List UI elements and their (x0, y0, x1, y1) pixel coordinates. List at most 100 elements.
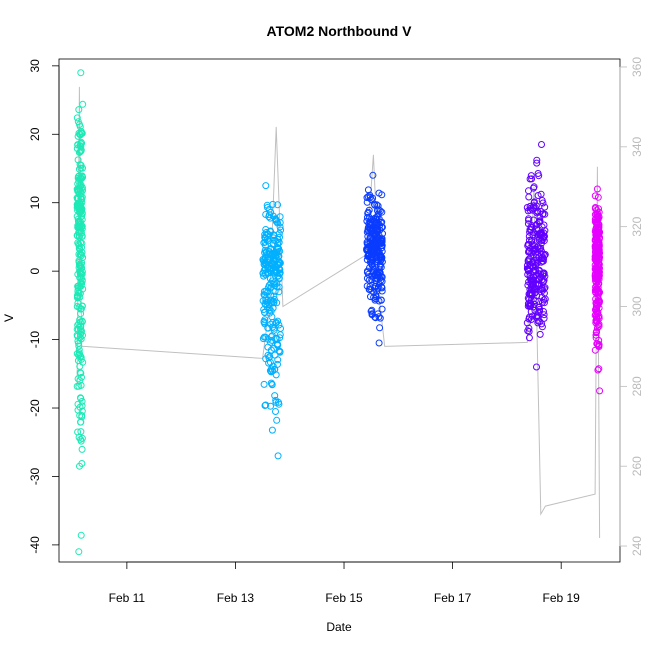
data-point (73, 145, 81, 152)
data-point (540, 237, 548, 245)
data-point (78, 232, 86, 240)
data-point (78, 460, 86, 467)
data-point (266, 309, 274, 317)
data-point (541, 272, 549, 280)
data-point (524, 265, 532, 273)
data-point (533, 159, 541, 167)
data-point (524, 266, 532, 274)
data-point (75, 172, 83, 180)
y-axis-label: V (2, 314, 16, 322)
data-point (76, 262, 84, 270)
data-point (593, 240, 601, 248)
data-point (363, 228, 371, 236)
data-point (267, 307, 275, 315)
data-point (266, 227, 274, 235)
data-point (535, 303, 542, 311)
data-point (268, 299, 276, 307)
data-point (525, 334, 533, 342)
data-point (530, 184, 537, 192)
data-point (537, 273, 544, 281)
data-point (73, 303, 81, 310)
data-point (75, 186, 82, 194)
data-point (595, 208, 603, 216)
data-point (367, 196, 375, 204)
data-point (74, 357, 82, 365)
series-3 (363, 171, 386, 347)
data-point (270, 292, 278, 300)
data-point (268, 332, 276, 340)
data-point (532, 254, 540, 261)
data-point (538, 285, 546, 293)
data-point (78, 318, 86, 325)
data-point (368, 306, 376, 314)
data-point (592, 289, 600, 297)
data-point (527, 316, 535, 323)
data-point (261, 235, 269, 243)
secondary-series-layer (76, 86, 601, 539)
data-point (591, 192, 599, 200)
data-point (365, 276, 373, 284)
data-point (374, 202, 382, 210)
data-point (536, 230, 544, 237)
data-point (78, 210, 86, 218)
data-point (363, 274, 371, 282)
data-point (74, 118, 82, 126)
data-point (524, 207, 532, 215)
data-point (78, 268, 86, 276)
data-point (532, 261, 540, 269)
data-point (78, 183, 86, 191)
data-point (595, 365, 603, 373)
data-point (79, 100, 87, 108)
data-point (377, 263, 385, 271)
data-point (525, 193, 533, 201)
data-point (264, 284, 272, 292)
data-point (377, 237, 385, 245)
data-point (78, 195, 86, 203)
data-point (74, 215, 82, 223)
data-point (264, 204, 271, 211)
data-point (260, 380, 268, 388)
data-point (266, 353, 274, 360)
y2-tick-label: 240 (630, 536, 644, 556)
data-point (271, 392, 279, 400)
data-point (76, 369, 84, 377)
data-point (78, 373, 85, 381)
data-point (371, 201, 379, 209)
data-point (73, 114, 81, 122)
data-point (264, 343, 272, 351)
data-point (262, 182, 270, 190)
data-point (536, 235, 544, 243)
data-point (264, 351, 272, 359)
data-point (538, 223, 546, 231)
data-point (376, 324, 384, 332)
x-tick-label: Feb 15 (325, 591, 363, 605)
data-point (74, 337, 82, 345)
data-point (523, 319, 531, 327)
data-point (76, 270, 84, 278)
y2-tick-label: 300 (630, 296, 644, 316)
data-point (595, 342, 603, 350)
y2-tick-label: 280 (630, 376, 644, 396)
data-point (261, 231, 269, 239)
y2-tick-label: 360 (630, 57, 644, 77)
data-point (595, 221, 603, 228)
data-point (260, 239, 268, 247)
data-point (595, 296, 603, 304)
data-point (272, 216, 280, 224)
data-point (379, 230, 386, 238)
data-point (270, 255, 278, 263)
data-point (534, 170, 542, 177)
data-point (73, 325, 81, 333)
data-point (531, 289, 539, 297)
data-point (363, 214, 371, 221)
data-point (538, 141, 545, 148)
data-point (270, 280, 278, 288)
x-tick-label: Feb 13 (217, 591, 255, 605)
data-point (74, 282, 82, 290)
y-tick-label: -20 (28, 399, 42, 417)
data-point (539, 298, 546, 306)
data-point (378, 305, 386, 313)
data-point (594, 266, 602, 274)
data-point (528, 238, 536, 246)
